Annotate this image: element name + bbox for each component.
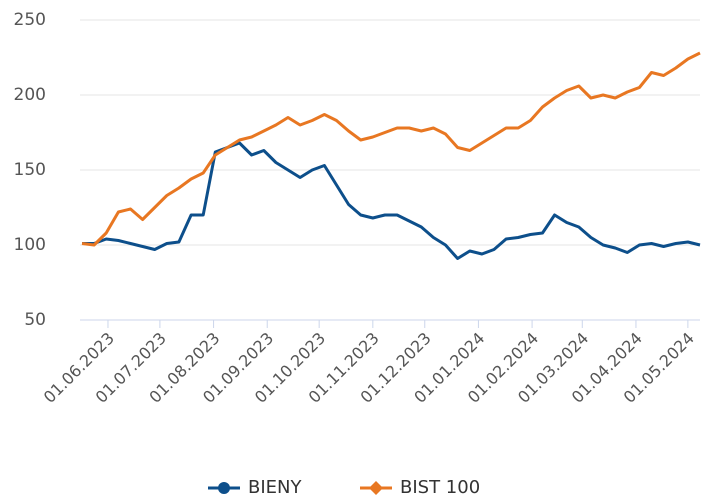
legend-item: BIST 100: [360, 477, 480, 498]
y-tick-label: 200: [14, 85, 46, 105]
series-line: [81, 51, 701, 247]
y-tick-label: 100: [14, 235, 46, 255]
y-tick-label: 250: [14, 10, 46, 30]
y-tick-label: 150: [14, 160, 46, 180]
legend-label: BIENY: [248, 477, 302, 498]
legend-item: BIENY: [208, 477, 302, 498]
legend-marker: [369, 481, 383, 495]
legend-marker: [218, 482, 230, 494]
y-tick-label: 50: [24, 310, 46, 330]
legend-label: BIST 100: [400, 477, 480, 498]
series-line: [82, 141, 701, 260]
